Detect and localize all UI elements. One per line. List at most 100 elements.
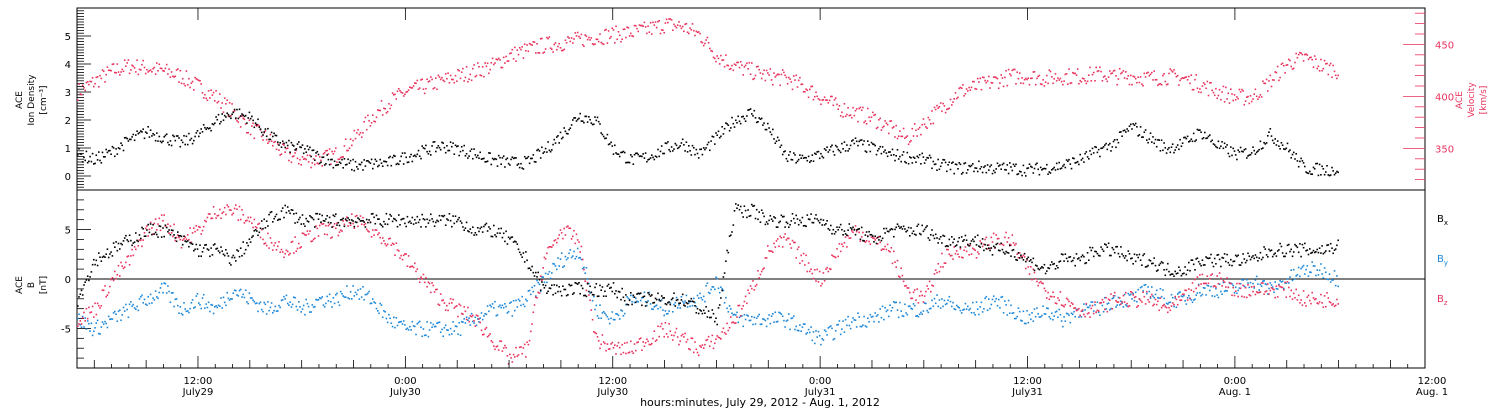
velocity-series-point (193, 89, 195, 91)
bx-series-point (685, 302, 688, 304)
bz-series-point (249, 216, 252, 219)
bx-series-point (410, 222, 412, 224)
bz-series-point (400, 254, 402, 257)
density-series-point (968, 164, 970, 167)
velocity-series-point (299, 158, 301, 161)
by-series-point (1233, 292, 1236, 294)
bx-series-point (364, 226, 367, 228)
by-series-point (836, 324, 838, 326)
by-series (77, 247, 1339, 346)
by-series-point (127, 316, 130, 319)
bx-series-point (420, 226, 422, 228)
density-series-point (147, 126, 149, 128)
velocity-series-point (1207, 94, 1210, 97)
density-series-point (786, 160, 789, 162)
velocity-series-point (316, 162, 319, 164)
bz-series-point (288, 254, 290, 256)
by-series-point (412, 325, 415, 327)
bx-series-point (867, 235, 869, 238)
bz-series-point (573, 229, 575, 232)
velocity-series-point (260, 135, 263, 138)
density-series-point (1268, 131, 1270, 133)
velocity-series-point (900, 135, 902, 138)
bz-series-point (1180, 299, 1183, 301)
density-series-point (126, 137, 128, 140)
by-series-point (369, 302, 372, 305)
density-series-point (80, 153, 83, 155)
density-series-point (1013, 165, 1016, 167)
by-series-point (210, 303, 212, 306)
by-series-point (937, 305, 939, 308)
bx-series-point (672, 297, 674, 299)
density-series-point (233, 108, 236, 111)
velocity-series-point (104, 81, 106, 83)
bz-series-point (1011, 234, 1014, 236)
density-series-point (480, 158, 483, 160)
velocity-series-point (304, 157, 306, 160)
bz-series-point (1105, 296, 1107, 299)
by-series-point (1118, 304, 1121, 306)
bx-series-point (875, 242, 878, 245)
bx-series-point (714, 320, 716, 323)
density-series-point (839, 151, 842, 154)
bz-series-point (1076, 309, 1079, 311)
by-series-point (583, 266, 585, 269)
bz-series-point (1139, 299, 1142, 302)
by-series-point (448, 333, 451, 336)
bz-series-point (605, 349, 607, 352)
density-series-point (883, 151, 885, 153)
by-series-point (523, 305, 526, 308)
by-series-point (933, 297, 936, 300)
by-series-point (1207, 285, 1210, 287)
bz-series-point (553, 240, 556, 242)
bz-series-point (88, 306, 90, 309)
velocity-series-point (186, 84, 189, 86)
density-series-point (1011, 169, 1014, 172)
by-series-point (673, 303, 675, 306)
by-series-point (1318, 269, 1321, 272)
by-series-point (1142, 290, 1144, 292)
density-series-point (532, 154, 535, 156)
density-series-point (1337, 171, 1339, 174)
by-series-point (930, 307, 932, 310)
by-series-point (601, 312, 604, 314)
velocity-series-point (1248, 102, 1251, 105)
velocity-series-point (865, 123, 868, 125)
bx-series-point (409, 220, 411, 223)
density-series-point (1184, 136, 1186, 139)
by-series-point (625, 303, 627, 306)
bx-series-point (462, 226, 464, 228)
density-series-point (907, 162, 910, 165)
bx-series-point (760, 209, 763, 211)
velocity-series-point (832, 104, 835, 107)
by-series-point (478, 321, 480, 323)
velocity-series-point (204, 93, 206, 96)
by-series-point (174, 298, 177, 301)
by-series-point (259, 301, 262, 303)
bz-series-point (1233, 294, 1236, 297)
density-series-point (847, 150, 849, 152)
velocity-axis-title: ACE (1455, 91, 1465, 109)
bx-series-point (253, 230, 256, 232)
bz-series-point (538, 292, 541, 294)
bz-series-point (812, 277, 815, 280)
velocity-series-point (822, 99, 825, 101)
velocity-series-point (825, 99, 827, 101)
bx-series-point (458, 216, 460, 219)
density-series-point (781, 153, 784, 156)
bx-series-point (612, 282, 615, 284)
by-series-point (106, 326, 109, 329)
bx-series-point (309, 215, 311, 217)
density-series-point (1044, 168, 1047, 170)
bx-series-point (151, 233, 153, 236)
by-series-point (88, 322, 90, 325)
bx-series-point (789, 223, 791, 226)
bz-series-point (236, 208, 238, 210)
bx-series-point (785, 221, 788, 223)
bx-series-point (347, 217, 349, 219)
density-series-point (709, 149, 711, 152)
density-series-point (754, 117, 757, 119)
density-series-point (1159, 150, 1162, 152)
bz-series-point (754, 285, 757, 287)
bz-series-point (804, 264, 806, 266)
